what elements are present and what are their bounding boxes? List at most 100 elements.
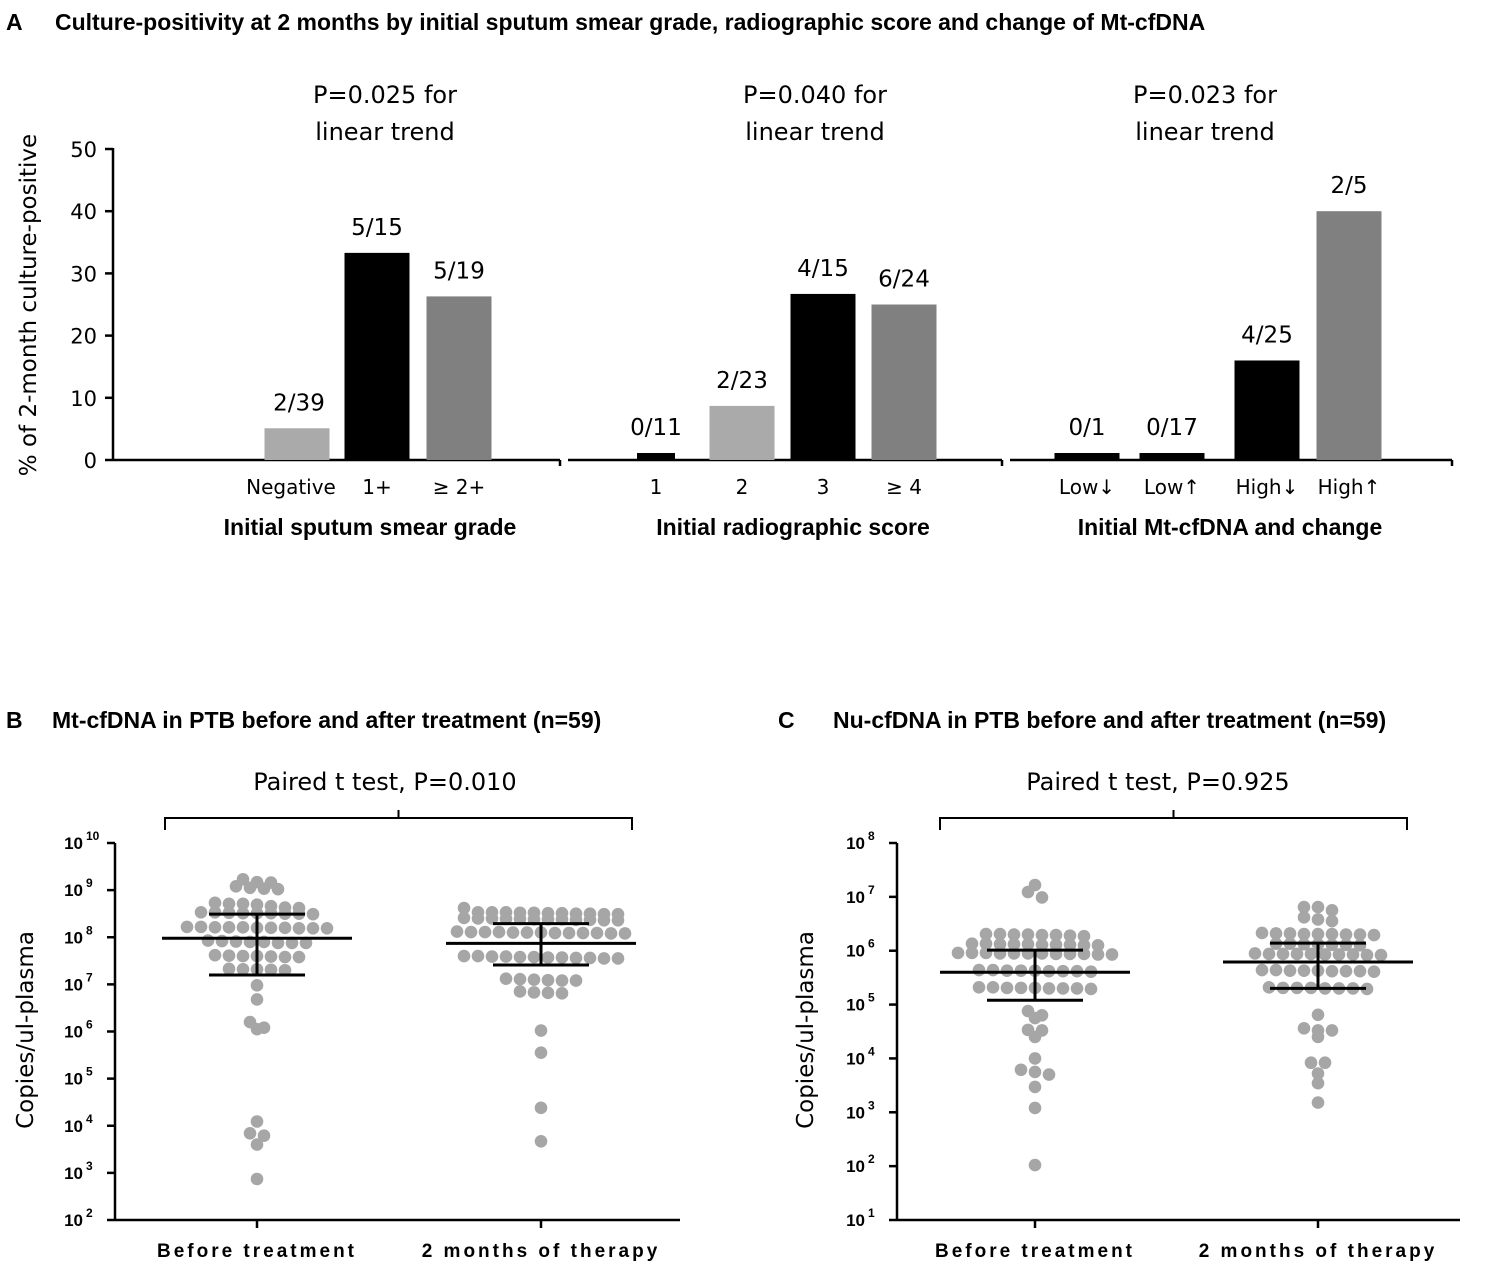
y-tick-label-exponent: 1 [868, 1206, 875, 1220]
data-point [1283, 964, 1297, 977]
data-point [513, 985, 527, 998]
category-tick-label: Negative [246, 475, 336, 499]
data-point [1014, 964, 1028, 977]
data-point [457, 911, 471, 925]
data-point [1028, 1158, 1042, 1172]
data-point [1367, 965, 1381, 979]
panel-a: A Culture-positivity at 2 months by init… [6, 9, 1454, 540]
x-category-label: 2 months of therapy [422, 1241, 661, 1262]
y-tick-label-base: 10 [846, 1157, 865, 1176]
category-tick-label: 2 [736, 475, 749, 499]
data-point [555, 951, 569, 964]
data-point [229, 880, 243, 893]
data-point [1014, 981, 1028, 995]
panel-c-test-result: Paired t test, P=0.925 [1026, 768, 1289, 796]
data-point [1063, 938, 1077, 952]
y-tick-label-exponent: 6 [86, 1018, 93, 1032]
data-point [541, 951, 555, 964]
data-point [457, 949, 471, 963]
data-point [548, 926, 562, 940]
category-tick-label: High↑ [1318, 475, 1381, 499]
data-point [1339, 928, 1353, 941]
data-point [1007, 928, 1021, 941]
bar-data-label: 0/17 [1146, 415, 1198, 441]
data-point [292, 921, 306, 935]
panel-letter-c: C [778, 707, 795, 733]
panel-a-trend-p-3: P=0.023 for [1133, 81, 1277, 109]
data-point [1297, 927, 1311, 941]
panel-c-y-axis-label: Copies/ul-plasma [793, 931, 819, 1129]
data-point [979, 927, 993, 941]
data-point [1297, 900, 1311, 914]
data-point [1021, 937, 1035, 951]
y-tick-label-base: 10 [846, 888, 865, 907]
panel-a-trend-label-2: linear trend [745, 118, 884, 146]
data-point [271, 936, 285, 950]
data-point [527, 986, 541, 999]
data-point [457, 901, 471, 915]
data-point [1346, 948, 1360, 961]
y-tick-label-base: 10 [64, 1023, 83, 1042]
bar-data-label: 0/1 [1068, 415, 1105, 441]
data-point [506, 926, 520, 939]
y-tick-label-base: 10 [846, 1049, 865, 1068]
data-point [1360, 948, 1374, 962]
data-point [1028, 1052, 1042, 1065]
data-point [1339, 938, 1353, 952]
data-point [1000, 981, 1014, 995]
data-point [611, 913, 625, 927]
data-point [1325, 964, 1339, 978]
data-point [236, 962, 250, 976]
data-point [320, 921, 334, 935]
panel-c: C Nu-cfDNA in PTB before and after treat… [778, 707, 1460, 1262]
data-point [1374, 948, 1388, 962]
data-point [250, 979, 264, 992]
data-point [1007, 937, 1021, 951]
data-point [1311, 927, 1325, 941]
y-tick-label-exponent: 4 [86, 1112, 93, 1126]
data-point [1360, 982, 1374, 996]
category-tick-label: Low↑ [1144, 475, 1200, 499]
y-tick-label: 30 [70, 262, 97, 286]
data-point [569, 951, 583, 965]
data-point [201, 934, 215, 947]
data-point [485, 950, 499, 963]
significance-bracket [164, 810, 633, 830]
data-point [513, 950, 527, 964]
bar-data-label: 4/25 [1241, 322, 1293, 348]
data-point [208, 921, 222, 934]
category-tick-label: ≥ 4 [886, 475, 922, 499]
data-point [499, 950, 513, 963]
x-category-label: 2 months of therapy [1199, 1241, 1438, 1262]
panel-a-group-title-1: Initial sputum smear grade [224, 514, 517, 540]
data-point [478, 925, 492, 939]
data-point [1269, 963, 1283, 977]
data-point [1276, 947, 1290, 961]
data-point [271, 882, 285, 896]
y-tick-label-base: 10 [846, 1103, 865, 1122]
category-tick-label: 1+ [362, 475, 391, 499]
data-point [1014, 1063, 1028, 1077]
data-point [513, 972, 527, 986]
y-tick-label-base: 10 [64, 1164, 83, 1183]
data-point [1262, 947, 1276, 961]
data-point [534, 1024, 548, 1037]
y-tick-label-base: 10 [64, 1070, 83, 1089]
bar [709, 405, 775, 460]
data-point [1297, 964, 1311, 977]
data-point [555, 987, 569, 1000]
data-point [264, 921, 278, 935]
data-point [499, 972, 513, 986]
y-tick-label-base: 10 [64, 928, 83, 947]
data-point [604, 927, 618, 940]
y-tick-label-exponent: 8 [868, 829, 875, 843]
data-point [471, 912, 485, 925]
data-point [250, 993, 264, 1006]
data-point [208, 896, 222, 910]
data-point [485, 912, 499, 925]
data-point [597, 913, 611, 927]
panel-letter-a: A [6, 9, 23, 35]
data-point [1325, 1024, 1339, 1037]
data-point [618, 927, 632, 940]
